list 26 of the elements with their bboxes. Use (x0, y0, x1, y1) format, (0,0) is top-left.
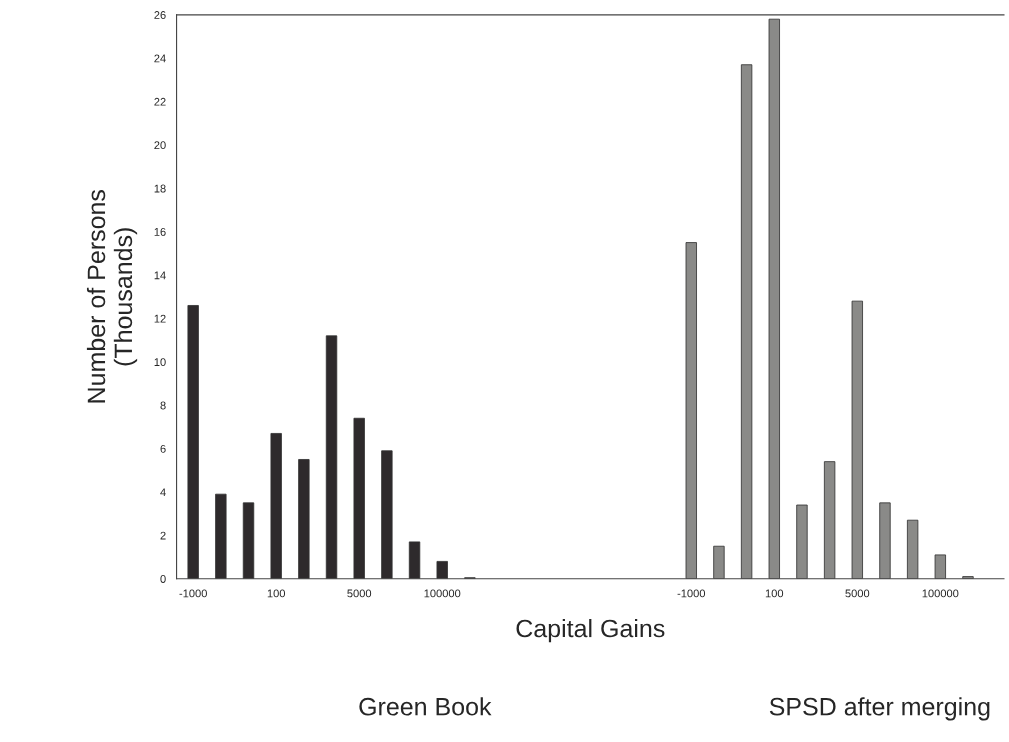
x-tick-label: -1000 (677, 589, 706, 598)
y-tick-label: 14 (154, 271, 166, 280)
x-tick-label: 5000 (845, 589, 870, 598)
y-tick-label: 12 (154, 314, 166, 323)
y-tick-label: 22 (154, 97, 166, 106)
y-tick-label: 0 (160, 575, 166, 583)
y-tick-label: 10 (154, 358, 166, 366)
y-tick-label: 18 (154, 184, 166, 193)
y-tick-label: 20 (154, 141, 166, 150)
y-tick-label: 6 (160, 444, 166, 453)
x-tick-label: 5000 (347, 589, 372, 598)
x-tick-label: 100000 (424, 589, 461, 598)
y-tick-label: 24 (154, 54, 166, 63)
text: SPSD after merging (769, 697, 990, 721)
x-tick-label: 100000 (922, 589, 959, 598)
y-tick-label: 26 (154, 11, 166, 19)
y-tick-label: 16 (154, 228, 166, 236)
x-axis-title: Capital Gains (516, 618, 665, 643)
y-axis-title: Number of Persons (Thousands) (86, 190, 138, 403)
y-tick-label: 2 (160, 531, 166, 540)
x-tick-label: 100 (267, 589, 286, 598)
x-tick-label: -1000 (179, 589, 207, 598)
text: Green Book (359, 697, 492, 716)
y-tick-label: 4 (160, 488, 166, 497)
y-tick-label: 8 (160, 401, 166, 410)
x-tick-label: 100 (765, 589, 784, 598)
